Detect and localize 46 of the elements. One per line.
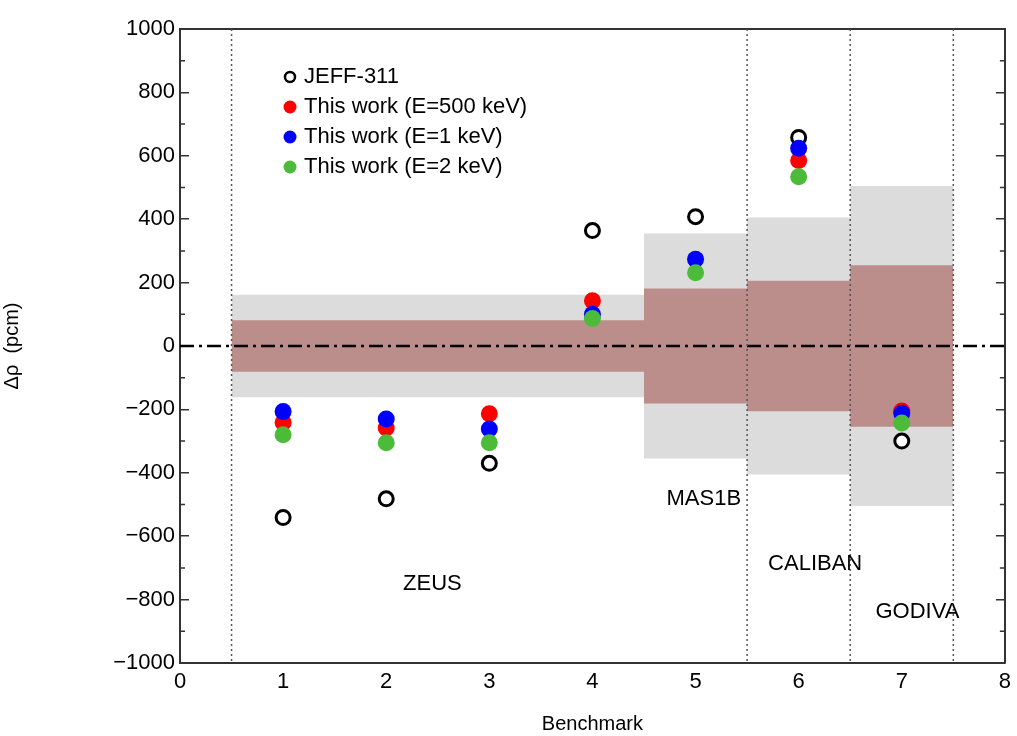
y-tick-label: −600: [125, 522, 175, 548]
y-tick-label: −800: [125, 585, 175, 611]
legend-label: JEFF-311: [304, 63, 399, 89]
y-tick-label: 200: [138, 268, 175, 294]
y-tick-label: 1000: [126, 15, 175, 41]
legend-label: This work (E=2 keV): [304, 153, 503, 179]
x-tick-label: 6: [792, 668, 805, 694]
x-tick-label: 3: [483, 668, 496, 694]
point: [480, 454, 498, 472]
legend-label: This work (E=500 keV): [304, 93, 528, 119]
point: [274, 509, 292, 526]
point: [687, 264, 705, 282]
x-tick-label: 8: [998, 668, 1012, 694]
y-tick-label: 0: [162, 332, 175, 358]
x-axis-title: Benchmark: [541, 711, 645, 734]
x-tick-label: 4: [586, 668, 599, 694]
point: [893, 432, 911, 450]
point: [274, 403, 292, 421]
point: [480, 434, 498, 452]
point: [583, 309, 601, 327]
y-tick-label: −200: [125, 395, 175, 421]
point: [377, 410, 395, 428]
x-tick-label: 5: [689, 668, 702, 694]
annotation: ZEUS: [403, 570, 462, 596]
annotation: GODIVA: [875, 598, 960, 624]
point: [790, 139, 808, 157]
point: [790, 168, 808, 186]
y-tick-label: −400: [125, 458, 175, 484]
x-tick-label: 2: [380, 668, 393, 694]
y-tick-label: 400: [138, 205, 175, 231]
x-tick-label: 7: [895, 668, 908, 694]
point: [583, 222, 601, 240]
y-tick-label: 800: [138, 78, 175, 104]
annotation: MAS1B: [666, 485, 742, 511]
legend-label: This work (E=1 keV): [304, 123, 503, 149]
point: [893, 414, 911, 432]
x-tick-label: 1: [276, 668, 290, 694]
y-tick-label: −1000: [113, 649, 175, 675]
point: [377, 490, 395, 508]
y-axis-title: Δρ (pcm): [0, 302, 22, 390]
y-tick-label: 600: [138, 141, 175, 167]
annotation: CALIBAN: [768, 549, 863, 575]
point: [274, 426, 292, 444]
point: [687, 208, 705, 226]
point: [377, 434, 395, 452]
point: [480, 405, 498, 423]
